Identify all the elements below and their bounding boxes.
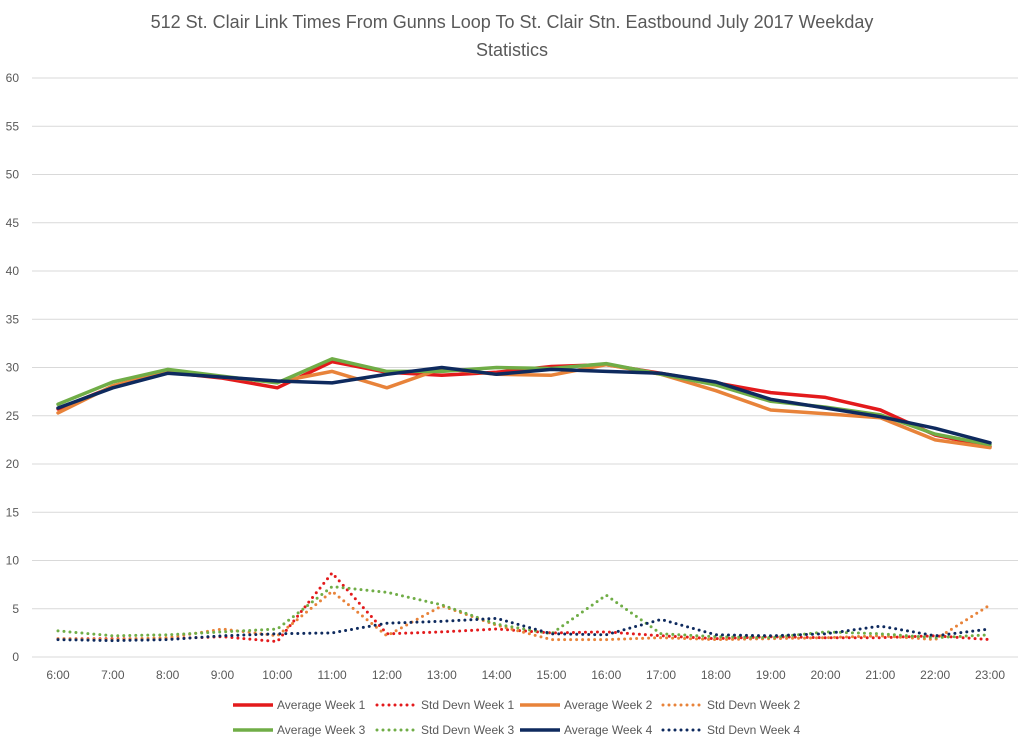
legend-entry-label: Std Devn Week 1: [421, 698, 514, 712]
legend-entry-label: Average Week 4: [564, 723, 653, 737]
x-tick-label: 22:00: [920, 668, 950, 682]
legend-entry-label: Std Devn Week 2: [707, 698, 800, 712]
legend-entry-label: Std Devn Week 3: [421, 723, 514, 737]
series-line-8: [56, 616, 992, 643]
x-tick-label: 9:00: [211, 668, 235, 682]
y-axis-tick-labels: 0 5 10 15 20 25 30 35 40 45 50 55 60: [6, 71, 20, 664]
x-tick-label: 23:00: [975, 668, 1005, 682]
x-tick-label: 13:00: [427, 668, 457, 682]
legend: Average Week 1 Std Devn Week 1 Average Wee…: [233, 698, 800, 737]
x-tick-label: 11:00: [318, 668, 347, 682]
chart-title-line-1: 512 St. Clair Link Times From Gunns Loop…: [150, 12, 874, 32]
series-line-6: [56, 585, 992, 640]
y-tick-label: 0: [12, 650, 19, 664]
x-tick-label: 6:00: [46, 668, 70, 682]
y-tick-label: 5: [12, 602, 19, 616]
y-tick-label: 40: [6, 264, 20, 278]
x-tick-label: 8:00: [156, 668, 180, 682]
x-tick-label: 7:00: [101, 668, 125, 682]
legend-entry-label: Average Week 2: [564, 698, 653, 712]
x-tick-label: 16:00: [591, 668, 621, 682]
x-tick-label: 20:00: [811, 668, 841, 682]
x-tick-label: 10:00: [262, 668, 292, 682]
series-lines: [56, 357, 992, 644]
gridlines: [32, 77, 1018, 658]
y-tick-label: 30: [6, 361, 20, 375]
chart-title: 512 St. Clair Link Times From Gunns Loop…: [0, 8, 1024, 64]
y-tick-label: 50: [6, 168, 20, 182]
chart-title-line-2: Statistics: [475, 40, 549, 60]
y-tick-label: 45: [6, 216, 20, 230]
x-tick-label: 14:00: [482, 668, 512, 682]
series-line-7: [56, 365, 992, 445]
legend-entry-label: Average Week 3: [277, 723, 366, 737]
y-tick-label: 25: [6, 409, 20, 423]
y-tick-label: 10: [6, 554, 20, 568]
x-tick-label: 17:00: [646, 668, 676, 682]
x-tick-label: 18:00: [701, 668, 731, 682]
x-tick-label: 12:00: [372, 668, 402, 682]
legend-entry-label: Std Devn Week 4: [707, 723, 800, 737]
x-tick-label: 21:00: [865, 668, 895, 682]
y-tick-label: 55: [6, 119, 20, 133]
y-tick-label: 60: [6, 71, 20, 85]
y-tick-label: 20: [6, 457, 20, 471]
x-tick-label: 15:00: [536, 668, 566, 682]
legend-entry-label: Average Week 1: [277, 698, 366, 712]
series-line-4: [56, 589, 992, 642]
y-tick-label: 35: [6, 312, 20, 326]
x-tick-label: 19:00: [756, 668, 786, 682]
x-axis-tick-labels: 6:00 7:00 8:00 9:00 10:00 11:00 12:00 13:00 14:0…: [46, 668, 1005, 682]
y-tick-label: 15: [6, 505, 20, 519]
